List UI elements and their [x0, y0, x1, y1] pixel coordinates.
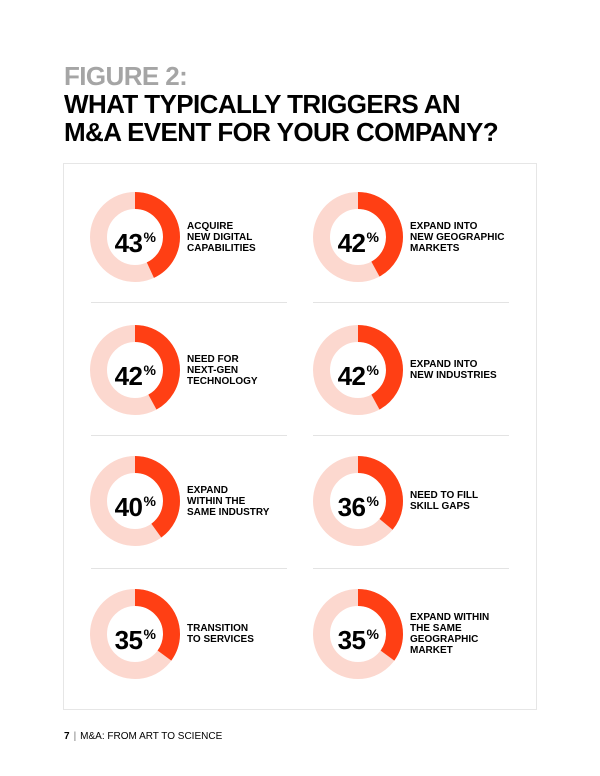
percent-number: 42: [337, 228, 366, 258]
donut-item: 42% NEED FOR NEXT-GEN TECHNOLOGY: [90, 325, 270, 425]
donut-item: 40% EXPAND WITHIN THE SAME INDUSTRY: [90, 456, 270, 556]
figure-label: FIGURE 2:: [64, 61, 188, 91]
percent-number: 42: [337, 361, 366, 391]
donut-segment: [313, 456, 403, 546]
row-divider: [313, 435, 509, 436]
trigger-label: EXPAND INTO NEW INDUSTRIES: [410, 359, 497, 381]
donut-segment: [313, 192, 403, 282]
donut-chart: [313, 456, 403, 546]
donut-item: 35% EXPAND WITHIN THE SAME GEOGRAPHIC MAR…: [313, 589, 493, 689]
trigger-label: EXPAND WITHIN THE SAME INDUSTRY: [187, 485, 270, 518]
row-divider: [313, 302, 509, 303]
row-divider: [313, 568, 509, 569]
percent-symbol: %: [143, 362, 156, 378]
percent-number: 43: [114, 228, 143, 258]
percent-symbol: %: [366, 229, 379, 245]
page-number: 7: [64, 731, 70, 742]
percent-value: 42%: [313, 355, 403, 391]
trigger-label: ACQUIRE NEW DIGITAL CAPABILITIES: [187, 221, 256, 254]
footer-text: M&A: FROM ART TO SCIENCE: [80, 731, 223, 742]
donut-item: 35% TRANSITION TO SERVICES: [90, 589, 270, 689]
percent-value: 42%: [90, 355, 180, 391]
percent-value: 43%: [90, 222, 180, 258]
percent-symbol: %: [366, 362, 379, 378]
donut-segment: [90, 589, 180, 679]
trigger-label: NEED TO FILL SKILL GAPS: [410, 490, 479, 512]
percent-number: 35: [337, 625, 366, 655]
donut-chart: [313, 589, 403, 679]
figure-title-line-1: WHAT TYPICALLY TRIGGERS AN: [64, 89, 461, 119]
footer-separator: |: [73, 731, 77, 742]
percent-value: 35%: [313, 619, 403, 655]
row-divider: [91, 435, 287, 436]
donut-item: 42% EXPAND INTO NEW INDUSTRIES: [313, 325, 497, 425]
donut-segment: [90, 456, 180, 546]
donut-chart: [313, 325, 403, 415]
figure-title-line-2: M&A EVENT FOR YOUR COMPANY?: [64, 117, 499, 147]
donut-segment: [313, 589, 403, 679]
donut-chart: [90, 456, 180, 546]
donut-chart: [90, 589, 180, 679]
percent-symbol: %: [143, 229, 156, 245]
percent-symbol: %: [143, 626, 156, 642]
percent-number: 40: [114, 492, 143, 522]
row-divider: [91, 568, 287, 569]
percent-number: 35: [114, 625, 143, 655]
figure-heading: FIGURE 2: WHAT TYPICALLY TRIGGERS AN M&A…: [64, 61, 499, 147]
donut-chart: [90, 325, 180, 415]
percent-value: 40%: [90, 486, 180, 522]
donut-segment: [90, 192, 180, 282]
trigger-label: TRANSITION TO SERVICES: [187, 623, 254, 645]
percent-symbol: %: [366, 626, 379, 642]
percent-value: 35%: [90, 619, 180, 655]
trigger-label: NEED FOR NEXT-GEN TECHNOLOGY: [187, 354, 258, 387]
donut-chart: [90, 192, 180, 282]
trigger-label: EXPAND WITHIN THE SAME GEOGRAPHIC MARKET: [410, 612, 490, 656]
donut-segment: [90, 325, 180, 415]
chart-panel: [63, 163, 537, 710]
donut-item: 43% ACQUIRE NEW DIGITAL CAPABILITIES: [90, 192, 270, 292]
donut-segment: [313, 325, 403, 415]
percent-value: 42%: [313, 222, 403, 258]
donut-chart: [313, 192, 403, 282]
row-divider: [91, 302, 287, 303]
trigger-label: EXPAND INTO NEW GEOGRAPHIC MARKETS: [410, 221, 505, 254]
page-footer: 7 | M&A: FROM ART TO SCIENCE: [64, 731, 222, 743]
percent-value: 36%: [313, 486, 403, 522]
percent-number: 36: [337, 492, 366, 522]
percent-number: 42: [114, 361, 143, 391]
donut-item: 42% EXPAND INTO NEW GEOGRAPHIC MARKETS: [313, 192, 504, 292]
percent-symbol: %: [143, 493, 156, 509]
percent-symbol: %: [366, 493, 379, 509]
donut-item: 36% NEED TO FILL SKILL GAPS: [313, 456, 493, 556]
